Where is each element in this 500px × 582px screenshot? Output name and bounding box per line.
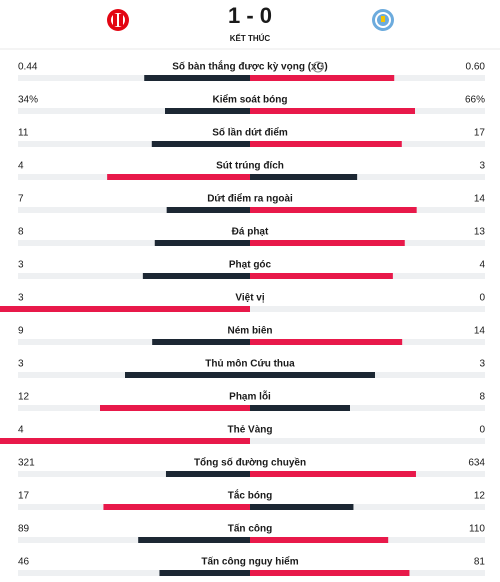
bar-track — [18, 438, 485, 444]
home-bar — [100, 405, 250, 411]
stat-label: Kiểm soát bóng — [212, 94, 287, 106]
home-value: 3 — [18, 260, 24, 271]
home-bar — [166, 207, 250, 213]
home-value: 3 — [18, 359, 24, 370]
away-bar — [250, 273, 393, 279]
away-value: 13 — [474, 227, 486, 238]
stat-label: Tắc bóng — [228, 489, 272, 502]
bar-track — [18, 306, 485, 312]
away-bar — [250, 207, 417, 213]
away-logo — [372, 9, 394, 31]
away-value: 0 — [479, 293, 485, 304]
stat-label: Phạm lỗi — [229, 390, 271, 403]
home-bar — [142, 273, 250, 279]
away-bar — [250, 372, 375, 378]
away-value: 4 — [479, 260, 485, 271]
away-bar — [250, 405, 350, 411]
home-bar — [0, 438, 250, 444]
away-value: 0 — [479, 425, 485, 436]
home-value: 0.44 — [18, 62, 38, 73]
away-value: 14 — [474, 194, 486, 205]
match-status: KẾT THÚC — [230, 33, 271, 43]
home-bar — [152, 339, 250, 345]
home-logo — [107, 9, 129, 31]
stat-label: Tấn công nguy hiểm — [201, 556, 298, 568]
away-value: 66% — [465, 95, 485, 106]
away-bar — [250, 240, 405, 246]
stat-label: Việt vị — [235, 293, 264, 304]
stat-label: Ném biên — [227, 326, 272, 337]
home-bar — [165, 471, 250, 477]
home-value: 34% — [18, 95, 38, 106]
stat-label: Số lần dứt điểm — [212, 127, 288, 139]
home-bar — [151, 141, 250, 147]
stat-label: Đá phạt — [232, 227, 269, 238]
away-bar — [250, 471, 416, 477]
score: 1 - 0 — [228, 3, 272, 28]
stat-label: Tổng số đường chuyền — [194, 457, 306, 469]
home-value: 46 — [18, 557, 30, 568]
away-value: 110 — [469, 524, 485, 535]
home-value: 9 — [18, 326, 24, 337]
home-value: 321 — [18, 458, 35, 469]
home-value: 17 — [18, 491, 30, 502]
home-value: 11 — [18, 128, 29, 139]
away-bar — [250, 75, 395, 81]
stat-label: Tấn công — [228, 523, 272, 535]
stat-label: Số bàn thắng được kỳ vọng (xG) — [172, 60, 327, 73]
away-value: 8 — [479, 392, 485, 403]
home-value: 12 — [18, 392, 30, 403]
away-value: 81 — [474, 557, 486, 568]
home-value: 8 — [18, 227, 24, 238]
stat-label: Phạt góc — [229, 260, 272, 271]
away-bar — [250, 339, 403, 345]
home-bar — [165, 108, 250, 114]
stat-label: Thẻ Vàng — [227, 425, 272, 436]
away-value: 14 — [474, 326, 486, 337]
home-value: 7 — [18, 194, 24, 205]
home-bar — [103, 504, 250, 510]
away-bar — [250, 570, 410, 576]
stat-label: Dứt điểm ra ngoài — [207, 193, 293, 205]
home-value: 89 — [18, 524, 30, 535]
away-bar — [250, 504, 354, 510]
home-bar — [107, 174, 251, 180]
home-bar — [159, 570, 250, 576]
away-value: 12 — [474, 491, 486, 502]
home-bar — [154, 240, 250, 246]
home-bar — [138, 537, 250, 543]
away-value: 3 — [479, 359, 485, 370]
home-value: 4 — [18, 425, 24, 436]
home-bar — [125, 372, 250, 378]
home-value: 3 — [18, 293, 24, 304]
away-bar — [250, 174, 358, 180]
away-bar — [250, 537, 389, 543]
away-value: 0.60 — [466, 62, 486, 73]
stat-label: Sút trúng đích — [216, 161, 284, 172]
away-bar — [250, 141, 402, 147]
home-value: 4 — [18, 161, 24, 172]
info-icon — [312, 61, 324, 73]
away-value: 17 — [474, 128, 486, 139]
stat-label: Thủ môn Cứu thua — [205, 359, 295, 370]
home-bar — [144, 75, 250, 81]
away-value: 3 — [479, 161, 485, 172]
away-bar — [250, 108, 415, 114]
home-bar — [0, 306, 250, 312]
away-value: 634 — [468, 458, 485, 469]
